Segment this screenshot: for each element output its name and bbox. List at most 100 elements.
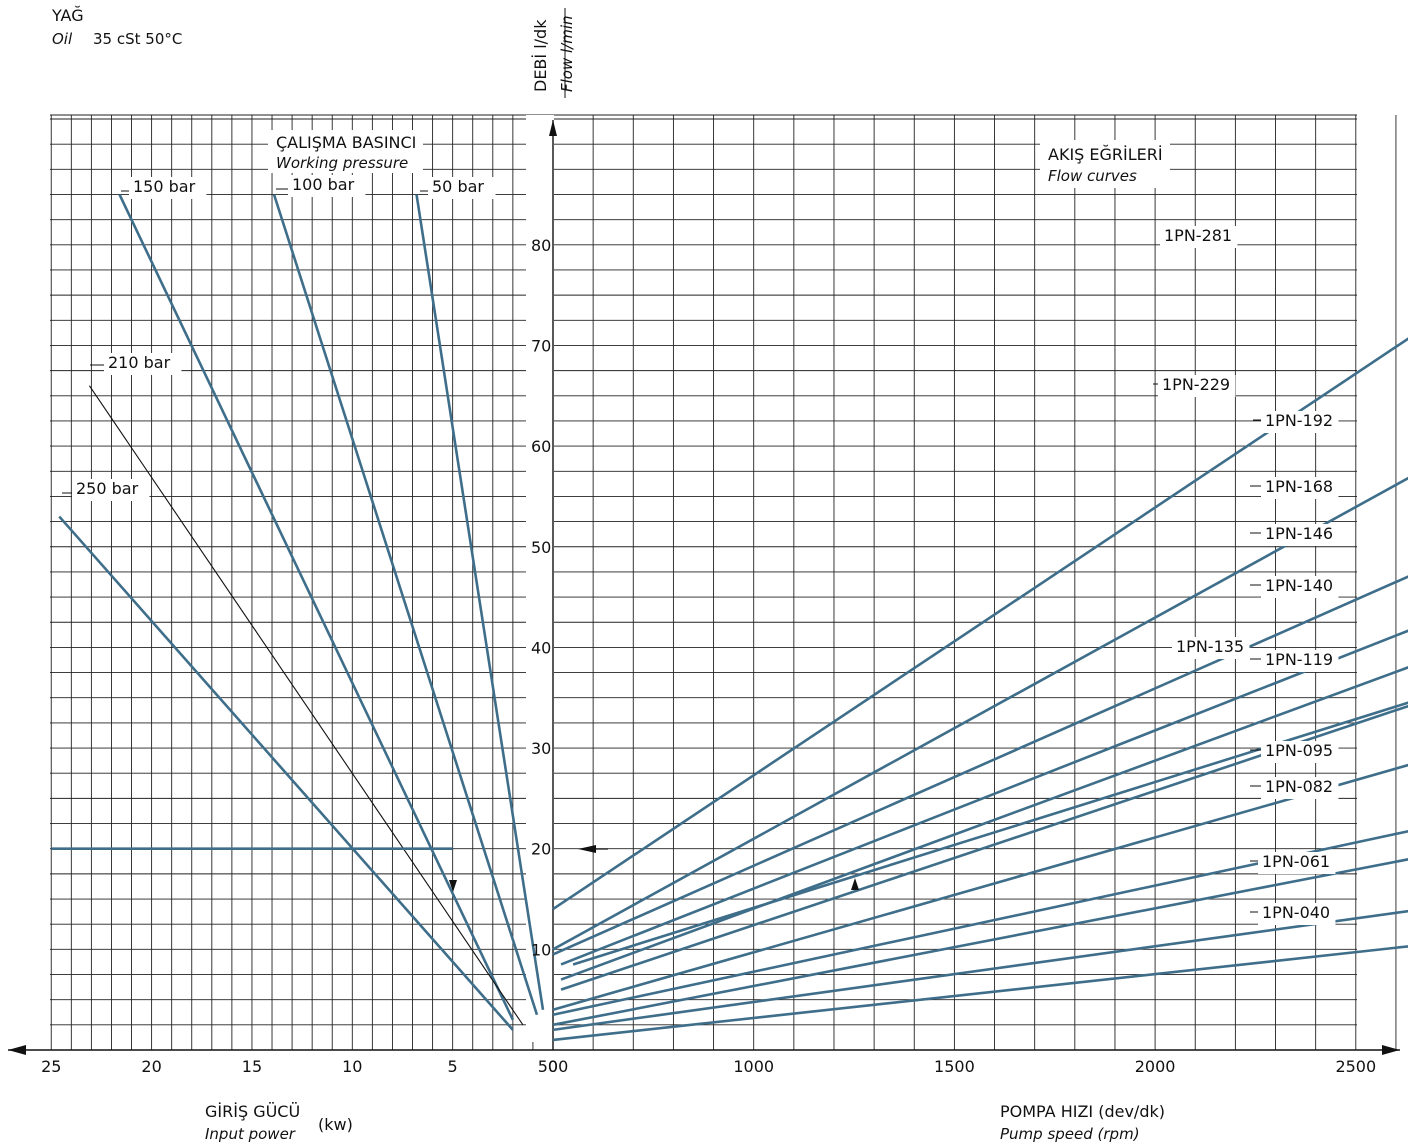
flow-curve-label-bg [1261, 741, 1339, 763]
pressure-line-150-bar [118, 193, 515, 1021]
power-tick-label: 10 [342, 1057, 362, 1076]
flow-curve-1PN-061 [552, 909, 1408, 1032]
flow-curve-1PN-229 [552, 476, 1408, 951]
pressure-label: 150 bar [133, 177, 196, 196]
chart-grid [50, 114, 1397, 1051]
arrow-up-marker [851, 878, 859, 890]
speed-tick-label: 500 [538, 1057, 569, 1076]
flow-curve-label-bg [1261, 777, 1339, 799]
input-power-unit: (kw) [318, 1115, 353, 1134]
pressure-label: 100 bar [292, 175, 355, 194]
flow-curve-1PN-192 [552, 575, 1408, 956]
flow-curve-label: 1PN-095 [1265, 741, 1333, 760]
flow-curve-1PN-095 [552, 829, 1408, 1017]
y-tick-label: 40 [531, 638, 551, 657]
speed-tick-label: 2000 [1135, 1057, 1176, 1076]
flow-curve-1PN-119 [552, 763, 1408, 1011]
y-tick-label: 30 [531, 739, 551, 758]
speed-tick-label: 1500 [934, 1057, 975, 1076]
flow-curve-1PN-168 [560, 629, 1408, 966]
flow-curve-label: 1PN-140 [1265, 576, 1333, 595]
oil-spec: 35 cSt 50°C [93, 30, 182, 48]
flow-curve-1PN-140 [560, 704, 1408, 991]
flow-curve-label: 1PN-135 [1176, 637, 1244, 656]
flow-curve-label-bg [1160, 226, 1238, 248]
flow-curve-label: 1PN-061 [1262, 852, 1330, 871]
flow-curve-label: 1PN-168 [1265, 477, 1333, 496]
speed-tick-label: 1000 [733, 1057, 774, 1076]
pressure-label-bg [428, 177, 496, 199]
x-axis-arrow-right [1382, 1045, 1400, 1055]
pressure-line-50-bar [415, 194, 545, 1010]
flow-legend-bg [1040, 140, 1170, 188]
flow-curve-label: 1PN-192 [1265, 411, 1333, 430]
pressure-label-bg [129, 177, 207, 199]
power-tick-label: 25 [41, 1057, 61, 1076]
arrow-markers [449, 845, 859, 892]
y-axis-label-en: Flow l/min [558, 15, 576, 92]
pressure-label: 50 bar [432, 177, 484, 196]
flow-curve-1PN-082 [552, 858, 1408, 1027]
flow-curve-label-bg [1261, 524, 1339, 546]
pressure-line-100-bar [272, 194, 539, 1016]
flow-curve-label-bg [1261, 650, 1339, 672]
pressure-line-210-bar [88, 385, 524, 1026]
flow-curve-label: 1PN-040 [1262, 903, 1330, 922]
flow-curve-label-bg [1158, 375, 1236, 397]
pressure-label-bg [288, 175, 366, 197]
y-tick-label: 20 [531, 840, 551, 859]
flow-curve-label-bg [1261, 411, 1339, 433]
power-tick-label: 0 [548, 1057, 558, 1076]
pressure-label: 210 bar [108, 353, 171, 372]
x-axis-arrow-left [8, 1045, 26, 1055]
pressure-legend-bg [268, 130, 423, 173]
pressure-line-250-bar [58, 515, 514, 1031]
speed-tick-label: 2500 [1335, 1057, 1376, 1076]
flow-curve-label-bg [1258, 852, 1336, 874]
flow-curve-label: 1PN-281 [1164, 226, 1232, 245]
flow-curve-label: 1PN-146 [1265, 524, 1333, 543]
y-tick-label: 60 [531, 437, 551, 456]
y-axis-gap [526, 115, 554, 1042]
flow-curve-label-bg [1261, 576, 1339, 598]
y-axis-arrow [549, 120, 557, 136]
pressure-label-bg [104, 353, 182, 375]
pressure-label: 250 bar [76, 479, 139, 498]
power-tick-label: 5 [448, 1057, 458, 1076]
flow-curve-label: 1PN-119 [1265, 650, 1333, 669]
pump-speed-label-en: Pump speed (rpm) [1000, 1125, 1140, 1143]
oil-title-en: Oil [52, 30, 73, 48]
y-tick-label: 80 [531, 236, 551, 255]
flow-curve-1PN-040 [552, 945, 1408, 1042]
flow-curve-1PN-281 [552, 337, 1408, 911]
y-tick-label: 70 [531, 336, 551, 355]
arrow-down-marker [449, 880, 457, 892]
power-tick-label: 15 [242, 1057, 262, 1076]
series-labels: 150 bar 100 bar 50 bar 210 bar 250 bar 1PN-28… [62, 175, 1339, 925]
flow-curve-label-bg [1258, 903, 1336, 925]
oil-title: YAĞ [51, 6, 84, 25]
flow-curves [552, 337, 1408, 1042]
flow-curve-label: 1PN-229 [1162, 375, 1230, 394]
arrow-left-marker [578, 845, 596, 853]
flow-curve-label: 1PN-082 [1265, 777, 1333, 796]
input-power-label-en: Input power [205, 1125, 296, 1143]
power-tick-label: 20 [141, 1057, 161, 1076]
flow-legend-subtitle: Flow curves [1048, 167, 1137, 185]
flow-curve-1PN-135 [572, 701, 1408, 966]
y-axis-label: DEBİ l/dk [531, 19, 550, 92]
pressure-legend-subtitle: Working pressure [276, 154, 408, 172]
input-power-label: GİRİŞ GÜCÜ [205, 1102, 300, 1121]
pressure-legend-title: ÇALIŞMA BASINCI [276, 133, 416, 152]
y-tick-label: 50 [531, 538, 551, 557]
flow-curve-label-bg [1261, 477, 1339, 499]
flow-legend-title: AKIŞ EĞRİLERİ [1048, 145, 1163, 164]
pressure-lines [51, 193, 545, 1031]
flow-curve-label-bg [1172, 637, 1250, 659]
chart-axes [8, 8, 1400, 1055]
pressure-label-bg [72, 479, 150, 501]
pump-speed-label: POMPA HIZI (dev/dk) [1000, 1102, 1165, 1121]
y-tick-label: 10 [531, 940, 551, 959]
